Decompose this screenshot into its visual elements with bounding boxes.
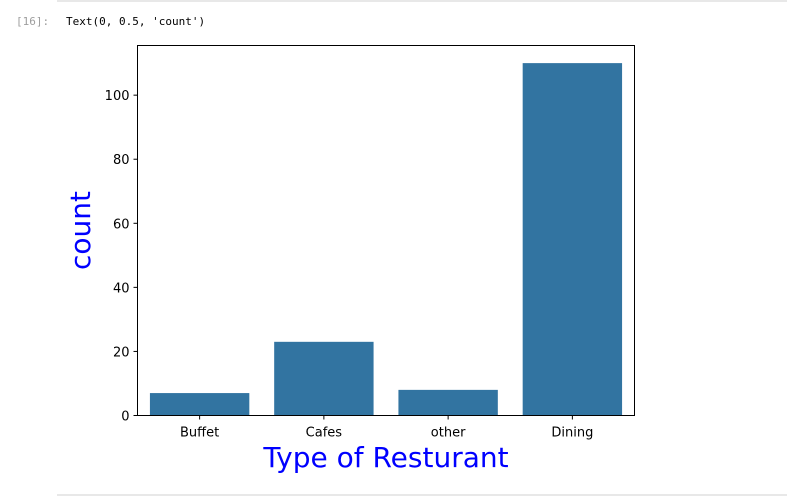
y-tick-label: 40 — [113, 281, 130, 296]
x-tick-label: Cafes — [306, 426, 343, 441]
x-tick-label: Buffet — [180, 426, 219, 441]
plot-frame — [137, 45, 635, 416]
cell-top-border — [57, 0, 787, 2]
y-tick-label: 20 — [113, 345, 130, 360]
bar-cafes — [274, 341, 374, 416]
cell-output-text: Text(0, 0.5, 'count') — [66, 15, 206, 28]
cell-prompt: [16]: — [16, 15, 50, 28]
y-ticks-group: 0 20 40 60 80 100 — [105, 89, 138, 425]
y-tick-label: 60 — [113, 217, 130, 232]
bars-group — [149, 63, 623, 416]
x-axis-label: Type of Resturant — [262, 441, 508, 474]
bar-dining — [522, 63, 623, 416]
x-ticks-group: Buffet Cafes other Dining — [180, 415, 593, 441]
bar-other — [398, 389, 498, 416]
x-tick-label: other — [431, 426, 466, 441]
y-axis-label: count — [64, 191, 97, 270]
cell-bottom-border — [57, 494, 787, 496]
x-tick-label: Dining — [551, 426, 593, 441]
y-tick-label: 0 — [121, 410, 129, 425]
y-tick-label: 100 — [105, 89, 130, 104]
y-tick-label: 80 — [113, 153, 130, 168]
bar-buffet — [149, 393, 250, 416]
